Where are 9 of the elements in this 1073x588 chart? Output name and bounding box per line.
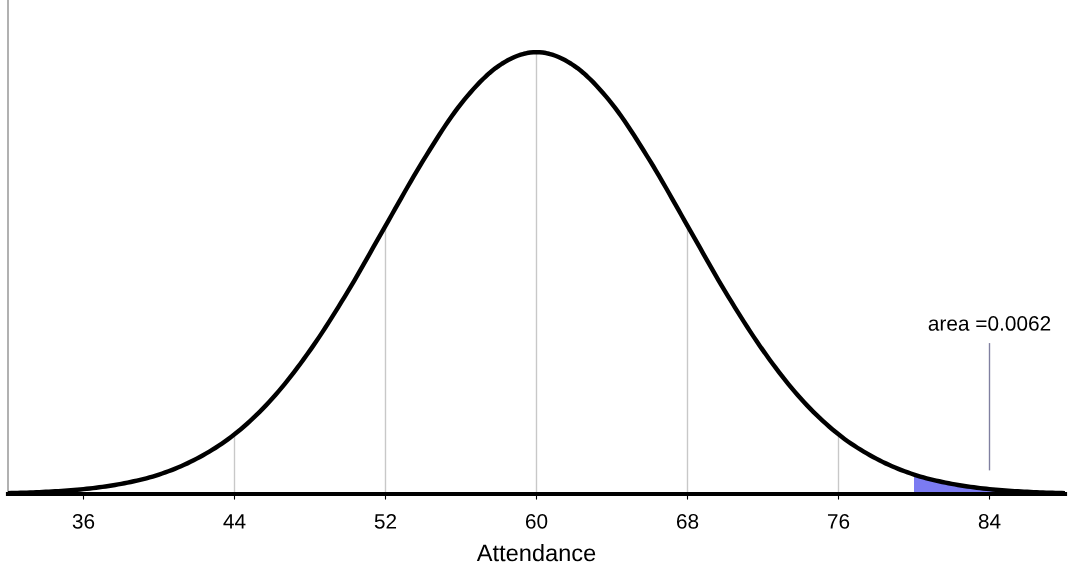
x-tick-label: 60 xyxy=(525,513,548,529)
x-tick-label: 36 xyxy=(72,513,95,529)
x-tick-label: 76 xyxy=(827,513,850,529)
x-tick-label: 44 xyxy=(223,514,246,529)
annotation: area =0.0062 xyxy=(928,316,1051,331)
x-tick-label: 68 xyxy=(676,513,699,529)
x-tick-label: 52 xyxy=(374,513,397,529)
x-axis-title: Attendance xyxy=(476,543,596,562)
x-tick-label: 84 xyxy=(978,513,1001,529)
